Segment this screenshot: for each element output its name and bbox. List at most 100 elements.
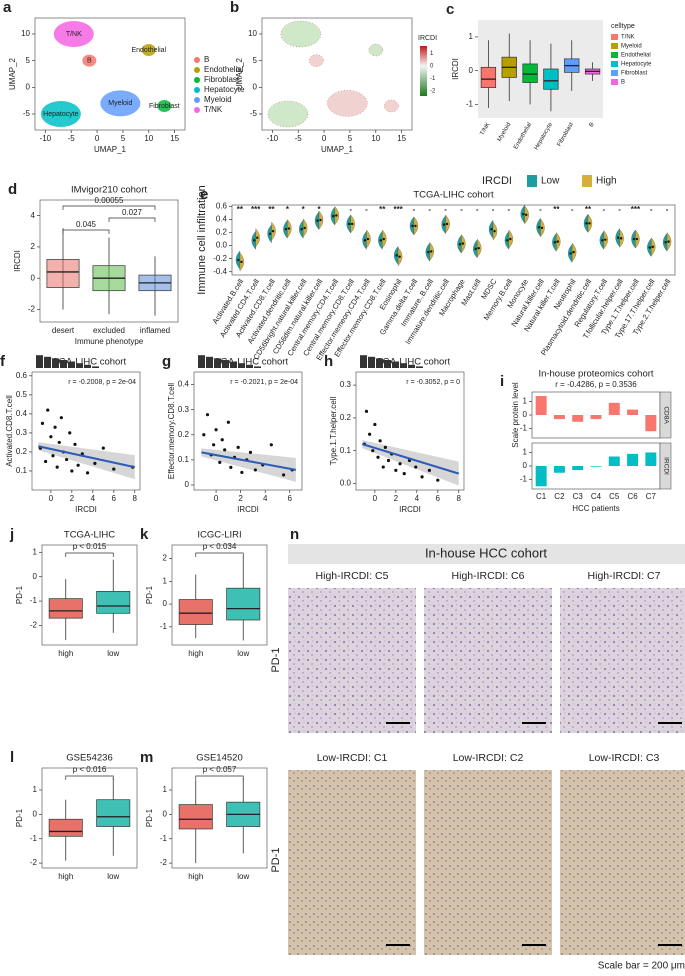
median-dot — [442, 223, 446, 226]
y-tick-label: 1 — [523, 448, 528, 457]
median-dot — [569, 252, 572, 255]
chart-title: ICGC-LIRI — [197, 530, 241, 541]
y-tick-label: 0.4 — [216, 215, 228, 224]
median-dot — [632, 237, 636, 241]
significance: - — [444, 205, 447, 214]
row-label: PD-1 — [270, 847, 282, 872]
y-tick-label: -2 — [160, 858, 168, 867]
bar — [645, 415, 657, 432]
point — [420, 475, 424, 479]
x-tick-label: excluded — [93, 326, 125, 335]
median-dot — [493, 229, 496, 233]
panel-letter: n — [290, 526, 299, 543]
box — [543, 68, 559, 90]
colorbar-tick: -2 — [430, 89, 436, 95]
significance: *** — [393, 205, 403, 214]
point — [65, 457, 69, 462]
legend-swatch — [611, 79, 618, 85]
bar — [572, 466, 584, 471]
y-axis-label: UMAP_2 — [235, 57, 244, 90]
x-tick-label: -5 — [295, 134, 303, 143]
point — [202, 433, 206, 437]
ihc-image — [424, 588, 552, 733]
median-dot — [303, 226, 306, 230]
colorbar-tick: 1 — [430, 51, 434, 57]
y-tick-label: -1 — [520, 424, 528, 433]
x-tick-label: 10 — [144, 134, 153, 143]
y-tick-label: -2 — [30, 858, 38, 867]
median-dot — [458, 243, 462, 246]
x-tick-label: 2 — [394, 494, 399, 503]
bracket — [195, 552, 244, 557]
significance: * — [317, 205, 321, 214]
median-dot — [474, 247, 477, 251]
y-axis-label: PD-1 — [145, 808, 154, 827]
point — [269, 443, 273, 447]
significance: - — [539, 205, 542, 214]
colorbar — [420, 46, 427, 96]
x-tick-label: 10 — [371, 134, 380, 143]
chart-title: TCGA-LIHC cohort — [46, 357, 127, 368]
x-tick-label: -10 — [40, 134, 52, 143]
x-tick-label: C5 — [609, 492, 620, 501]
strip-label: CD8A — [662, 406, 669, 424]
significance: - — [428, 205, 431, 214]
median-dot — [524, 213, 528, 217]
point — [49, 435, 53, 439]
panel-letter: h — [324, 353, 333, 370]
margin-hist — [238, 363, 245, 368]
y-tick-label: 0.2 — [216, 228, 228, 237]
significance: ** — [268, 205, 275, 214]
margin-hist — [222, 360, 229, 368]
point — [436, 478, 440, 482]
y-tick-label: 0.5 — [16, 390, 28, 399]
median-dot — [572, 250, 575, 254]
strip — [659, 391, 672, 439]
significance: - — [571, 205, 574, 214]
y-tick-label: 1 — [523, 397, 528, 406]
margin-hist — [36, 355, 43, 368]
image-caption: Low-IRCDI: C1 — [317, 752, 388, 764]
y-tick-label: 1 — [163, 576, 168, 585]
panel-letter: f — [0, 353, 6, 370]
cluster — [280, 20, 322, 48]
margin-hist — [400, 363, 407, 368]
margin-hist — [60, 360, 67, 368]
median-dot — [588, 222, 591, 225]
image-caption: High-IRCDI: C5 — [316, 570, 389, 582]
chart-title: IMvigor210 cohort — [71, 185, 147, 196]
y-tick-label: 0.3 — [340, 380, 352, 389]
margin-hist — [230, 361, 237, 368]
point — [46, 408, 50, 412]
median-dot — [461, 242, 465, 245]
annotation: r = -0.2021, p = 2e-04 — [230, 379, 298, 386]
scale-bar-label: Scale bar = 200 μm — [598, 961, 685, 972]
y-tick-label: 0 — [33, 809, 38, 818]
significance: * — [286, 205, 290, 214]
point — [236, 445, 240, 449]
margin-hist — [368, 356, 375, 368]
x-tick-label: 4 — [263, 494, 268, 503]
legend-label: B — [204, 55, 209, 64]
panel-letter: d — [8, 181, 17, 198]
cluster — [157, 100, 172, 112]
cluster — [309, 54, 324, 67]
x-axis-label: HCC patients — [572, 504, 620, 513]
median-dot — [521, 212, 525, 216]
cluster-label: Endothelial — [131, 47, 166, 54]
ihc-image — [288, 770, 416, 955]
significance: - — [508, 205, 511, 214]
x-tick-label: low — [237, 649, 249, 658]
x-tick-label: C2 — [554, 492, 565, 501]
x-tick-label: 0 — [373, 494, 378, 503]
significance: - — [602, 205, 605, 214]
colorbar-title: IRCDI — [418, 35, 437, 42]
margin-hist — [384, 360, 391, 368]
panel-letter: b — [230, 0, 239, 16]
legend-label: Myeloid — [204, 95, 232, 104]
point — [394, 468, 398, 472]
y-tick-label: 5 — [253, 56, 258, 65]
y-tick-label: 0.2 — [178, 430, 190, 439]
point — [240, 470, 244, 475]
chart-title: TCGA-LIHC cohort — [370, 357, 451, 368]
